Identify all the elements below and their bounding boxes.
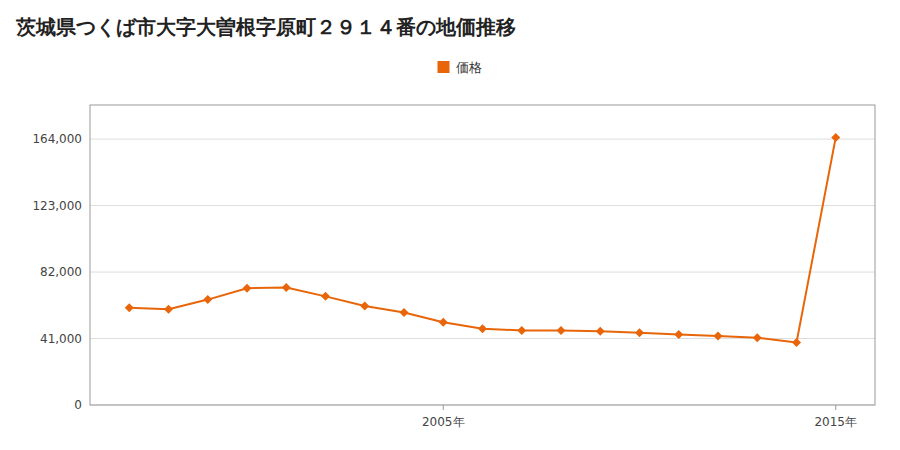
plot-area	[125, 133, 841, 347]
plot-frame	[90, 105, 875, 405]
grid-line	[90, 272, 875, 273]
marker	[400, 308, 409, 317]
y-tick-label: 0	[74, 398, 82, 412]
y-axis: 0 41,000 82,000 123,000 164,000	[32, 132, 875, 412]
marker	[753, 333, 762, 342]
marker	[674, 330, 683, 339]
marker	[557, 326, 566, 335]
marker	[714, 332, 723, 341]
chart-svg: 茨城県つくば市大字大曽根字原町２９１４番の地価推移 0 41,000 82,000 12…	[0, 0, 900, 450]
y-tick-label: 41,000	[40, 332, 82, 346]
marker	[203, 295, 212, 304]
x-tick-label: 2015年	[814, 415, 857, 429]
line	[129, 137, 836, 342]
marker	[517, 326, 526, 335]
marker	[360, 302, 369, 311]
marker	[831, 133, 840, 142]
legend: 価格	[438, 60, 482, 75]
y-tick-label: 164,000	[32, 132, 82, 146]
marker	[596, 327, 605, 336]
x-axis: 2005年 2015年	[422, 405, 857, 429]
x-tick	[835, 405, 836, 410]
marker	[478, 324, 487, 333]
y-tick-label: 123,000	[32, 199, 82, 213]
grid-line	[90, 205, 875, 206]
marker	[439, 318, 448, 327]
x-tick-label: 2005年	[422, 415, 465, 429]
marker	[321, 292, 330, 301]
legend-swatch	[438, 61, 450, 73]
x-tick	[443, 405, 444, 410]
marker	[792, 338, 801, 347]
marker	[635, 328, 644, 337]
marker	[125, 303, 134, 312]
title: 茨城県つくば市大字大曽根字原町２９１４番の地価推移	[15, 15, 516, 39]
chart-container: 茨城県つくば市大字大曽根字原町２９１４番の地価推移 0 41,000 82,000 12…	[0, 0, 900, 450]
grid-line	[90, 139, 875, 140]
marker	[282, 283, 291, 292]
y-tick-label: 82,000	[40, 265, 82, 279]
marker	[243, 284, 252, 293]
legend-label: 価格	[456, 60, 482, 75]
marker	[164, 305, 173, 314]
